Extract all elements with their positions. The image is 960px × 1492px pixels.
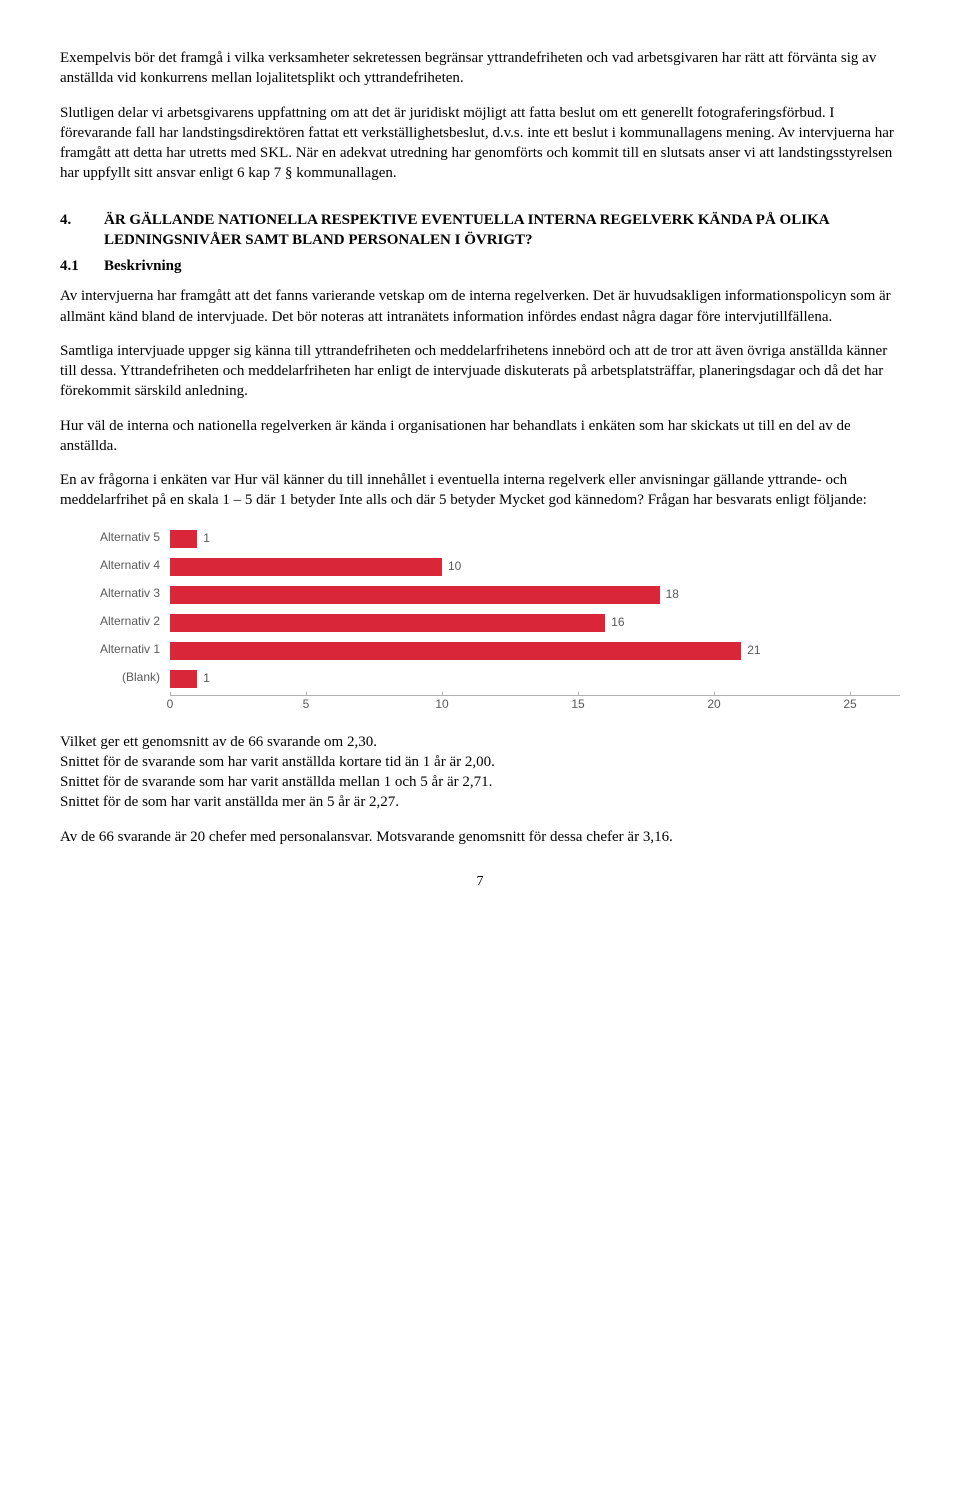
chart-tick-label: 0 <box>167 696 174 712</box>
chart-bar <box>170 558 442 576</box>
bar-chart: Alternativ 51Alternativ 410Alternativ 31… <box>60 525 900 714</box>
paragraph: Av de 66 svarande är 20 chefer med perso… <box>60 827 900 847</box>
chart-row: Alternativ 1 21 <box>60 637 900 663</box>
paragraph: Vilket ger ett genomsnitt av de 66 svara… <box>60 732 900 752</box>
chart-tick-label: 15 <box>571 696 584 712</box>
section-number: 4. <box>60 210 104 251</box>
chart-bar <box>170 670 197 688</box>
paragraph: Slutligen delar vi arbetsgivarens uppfat… <box>60 103 900 184</box>
paragraph: En av frågorna i enkäten var Hur väl kän… <box>60 470 900 511</box>
subsection-title: Beskrivning <box>104 256 182 276</box>
chart-category-label: (Blank) <box>60 669 170 685</box>
chart-tick-label: 10 <box>435 696 448 712</box>
chart-category-label: Alternativ 3 <box>60 585 170 601</box>
chart-value-label: 1 <box>203 671 210 685</box>
chart-row: Alternativ 4 10 <box>60 553 900 579</box>
chart-category-label: Alternativ 4 <box>60 557 170 573</box>
paragraph: Samtliga intervjuade uppger sig känna ti… <box>60 341 900 402</box>
paragraph: Snittet för de som har varit anställda m… <box>60 792 900 812</box>
paragraph: Snittet för de svarande som har varit an… <box>60 752 900 772</box>
paragraph: Exempelvis bör det framgå i vilka verksa… <box>60 48 900 89</box>
chart-value-label: 10 <box>448 559 461 573</box>
chart-value-label: 16 <box>611 615 624 629</box>
chart-tick-label: 25 <box>843 696 856 712</box>
chart-row: Alternativ 2 16 <box>60 609 900 635</box>
chart-category-label: Alternativ 1 <box>60 641 170 657</box>
section-title: ÄR GÄLLANDE NATIONELLA RESPEKTIVE EVENTU… <box>104 210 900 251</box>
chart-bar <box>170 614 605 632</box>
page-number: 7 <box>60 873 900 892</box>
chart-value-label: 1 <box>203 531 210 545</box>
subsection-number: 4.1 <box>60 256 104 276</box>
chart-category-label: Alternativ 2 <box>60 613 170 629</box>
chart-bar <box>170 530 197 548</box>
chart-tick-label: 20 <box>707 696 720 712</box>
chart-bar <box>170 642 741 660</box>
chart-bar <box>170 586 660 604</box>
chart-value-label: 21 <box>747 643 760 657</box>
chart-value-label: 18 <box>666 587 679 601</box>
chart-row: Alternativ 5 1 <box>60 525 900 551</box>
section-heading: 4. ÄR GÄLLANDE NATIONELLA RESPEKTIVE EVE… <box>60 210 900 251</box>
paragraph: Av intervjuerna har framgått att det fan… <box>60 286 900 327</box>
paragraph: Hur väl de interna och nationella regelv… <box>60 416 900 457</box>
chart-row: Alternativ 3 18 <box>60 581 900 607</box>
chart-x-axis: 0 5 10 15 20 25 <box>60 695 900 714</box>
subsection-heading: 4.1 Beskrivning <box>60 256 900 276</box>
chart-category-label: Alternativ 5 <box>60 529 170 545</box>
chart-tick-label: 5 <box>303 696 310 712</box>
paragraph: Snittet för de svarande som har varit an… <box>60 772 900 792</box>
chart-row: (Blank) 1 <box>60 665 900 691</box>
